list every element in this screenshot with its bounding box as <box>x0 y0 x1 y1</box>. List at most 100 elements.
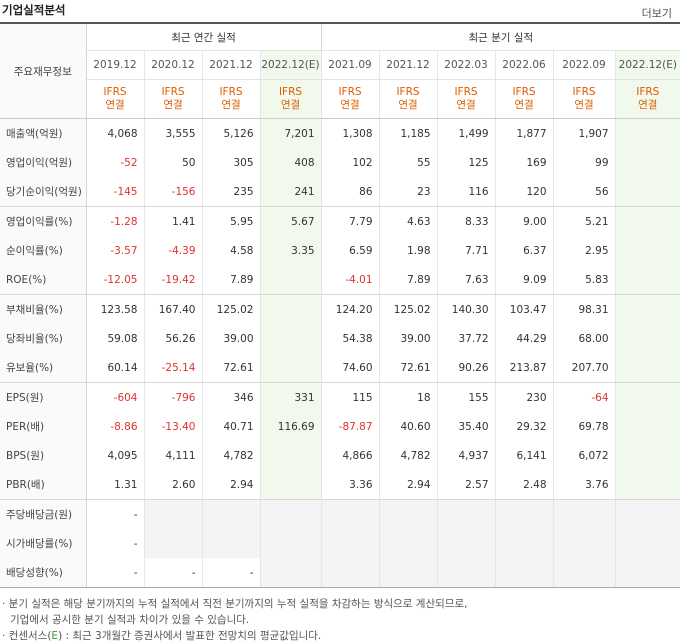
table-cell <box>615 353 680 383</box>
table-cell: 1.98 <box>379 236 438 265</box>
table-cell <box>202 529 261 558</box>
footnote-1: · 분기 실적은 해당 분기까지의 누적 실적에서 직전 분기까지의 누적 실적… <box>2 598 468 610</box>
table-cell: 124.20 <box>321 294 380 324</box>
ifrs-top: IFRS <box>454 86 478 98</box>
table-cell: -12.05 <box>86 265 145 295</box>
table-cell <box>615 529 680 558</box>
table-cell <box>615 148 680 177</box>
table-cell: 125.02 <box>202 294 261 324</box>
table-cell <box>615 294 680 324</box>
table-cell: 3.76 <box>553 470 616 500</box>
annual-group-header: 최근 연간 실적 <box>86 23 322 51</box>
table-cell: 6.59 <box>321 236 380 265</box>
table-cell: 86 <box>321 177 380 207</box>
table-cell: 37.72 <box>437 324 496 353</box>
ifrs-top: IFRS <box>572 86 596 98</box>
table-cell: 2.57 <box>437 470 496 500</box>
table-cell: 7.63 <box>437 265 496 295</box>
table-cell <box>260 499 322 529</box>
table-cell: -19.42 <box>144 265 203 295</box>
table-cell <box>615 441 680 470</box>
table-cell: 39.00 <box>202 324 261 353</box>
table-cell: 4,866 <box>321 441 380 470</box>
table-cell: - <box>86 558 145 588</box>
table-cell: 44.29 <box>495 324 554 353</box>
table-cell <box>615 118 680 148</box>
row-label: 영업이익률(%) <box>0 206 87 236</box>
table-cell: 7.89 <box>379 265 438 295</box>
quarter-group-header: 최근 분기 실적 <box>321 23 680 51</box>
row-label: 주당배당금(원) <box>0 499 87 529</box>
table-cell <box>260 470 322 500</box>
period-header: 2021.12 <box>379 50 438 80</box>
table-cell <box>495 558 554 588</box>
table-row: PBR(배) 1.31 2.60 2.94 3.36 2.94 2.57 2.48 3.76 <box>0 470 680 500</box>
table-cell: 120 <box>495 177 554 207</box>
table-cell: -52 <box>86 148 145 177</box>
table-cell: 115 <box>321 382 380 412</box>
table-cell <box>260 265 322 295</box>
table-cell: 116 <box>437 177 496 207</box>
period-header: 2022.09 <box>553 50 616 80</box>
ifrs-label: IFRS 연결 <box>437 79 496 119</box>
table-cell <box>379 499 438 529</box>
ifrs-top: IFRS <box>396 86 420 98</box>
more-link[interactable]: 더보기 <box>641 7 672 20</box>
table-row: EPS(원) -604 -796 346 331 115 18 155 230 -64 <box>0 382 680 412</box>
table-cell <box>379 558 438 588</box>
table-cell <box>615 382 680 412</box>
table-cell: 2.95 <box>553 236 616 265</box>
table-cell: 6,141 <box>495 441 554 470</box>
table-cell: 5.83 <box>553 265 616 295</box>
table-cell: 3,555 <box>144 118 203 148</box>
ifrs-top: IFRS <box>278 86 303 98</box>
table-cell <box>260 529 322 558</box>
table-cell <box>202 499 261 529</box>
table-cell <box>260 441 322 470</box>
table-cell: 7,201 <box>260 118 322 148</box>
table-cell <box>321 499 380 529</box>
table-cell: 331 <box>260 382 322 412</box>
table-cell: 98.31 <box>553 294 616 324</box>
table-cell: - <box>144 558 203 588</box>
row-label: 매출액(억원) <box>0 118 87 148</box>
table-cell: 56 <box>553 177 616 207</box>
table-cell: 7.89 <box>202 265 261 295</box>
table-cell: 5,126 <box>202 118 261 148</box>
ifrs-bottom: 연결 <box>280 99 301 111</box>
table-cell: - <box>86 499 145 529</box>
table-cell: 72.61 <box>202 353 261 383</box>
ifrs-top: IFRS <box>512 86 536 98</box>
table-cell <box>144 499 203 529</box>
table-cell: 1.41 <box>144 206 203 236</box>
row-label: 당좌비율(%) <box>0 324 87 353</box>
table-cell: 60.14 <box>86 353 145 383</box>
table-cell: 6,072 <box>553 441 616 470</box>
table-cell <box>260 294 322 324</box>
row-label: 영업이익(억원) <box>0 148 87 177</box>
ifrs-bottom: 연결 <box>514 99 534 111</box>
table-cell: 4,068 <box>86 118 145 148</box>
footnote-2: 기업에서 공시한 분기 실적과 차이가 있을 수 있습니다. <box>10 614 250 626</box>
corner-label: 주요재무정보 <box>0 23 87 119</box>
table-cell <box>615 265 680 295</box>
ifrs-label: IFRS 연결 <box>144 79 203 119</box>
ifrs-label: IFRS 연결 <box>260 79 322 119</box>
table-cell <box>553 499 616 529</box>
table-cell <box>260 324 322 353</box>
table-cell: 167.40 <box>144 294 203 324</box>
table-cell: 235 <box>202 177 261 207</box>
row-label: 부채비율(%) <box>0 294 87 324</box>
ifrs-bottom: 연결 <box>398 99 418 111</box>
ifrs-label: IFRS 연결 <box>202 79 261 119</box>
table-cell: 69.78 <box>553 412 616 441</box>
table-cell: 54.38 <box>321 324 380 353</box>
table-cell: 90.26 <box>437 353 496 383</box>
table-cell <box>437 529 496 558</box>
table-cell: 116.69 <box>260 412 322 441</box>
table-cell <box>321 558 380 588</box>
table-cell: 4,782 <box>202 441 261 470</box>
table-cell: 68.00 <box>553 324 616 353</box>
table-cell: 7.79 <box>321 206 380 236</box>
table-row: 부채비율(%) 123.58 167.40 125.02 124.20 125.02 140… <box>0 294 680 324</box>
